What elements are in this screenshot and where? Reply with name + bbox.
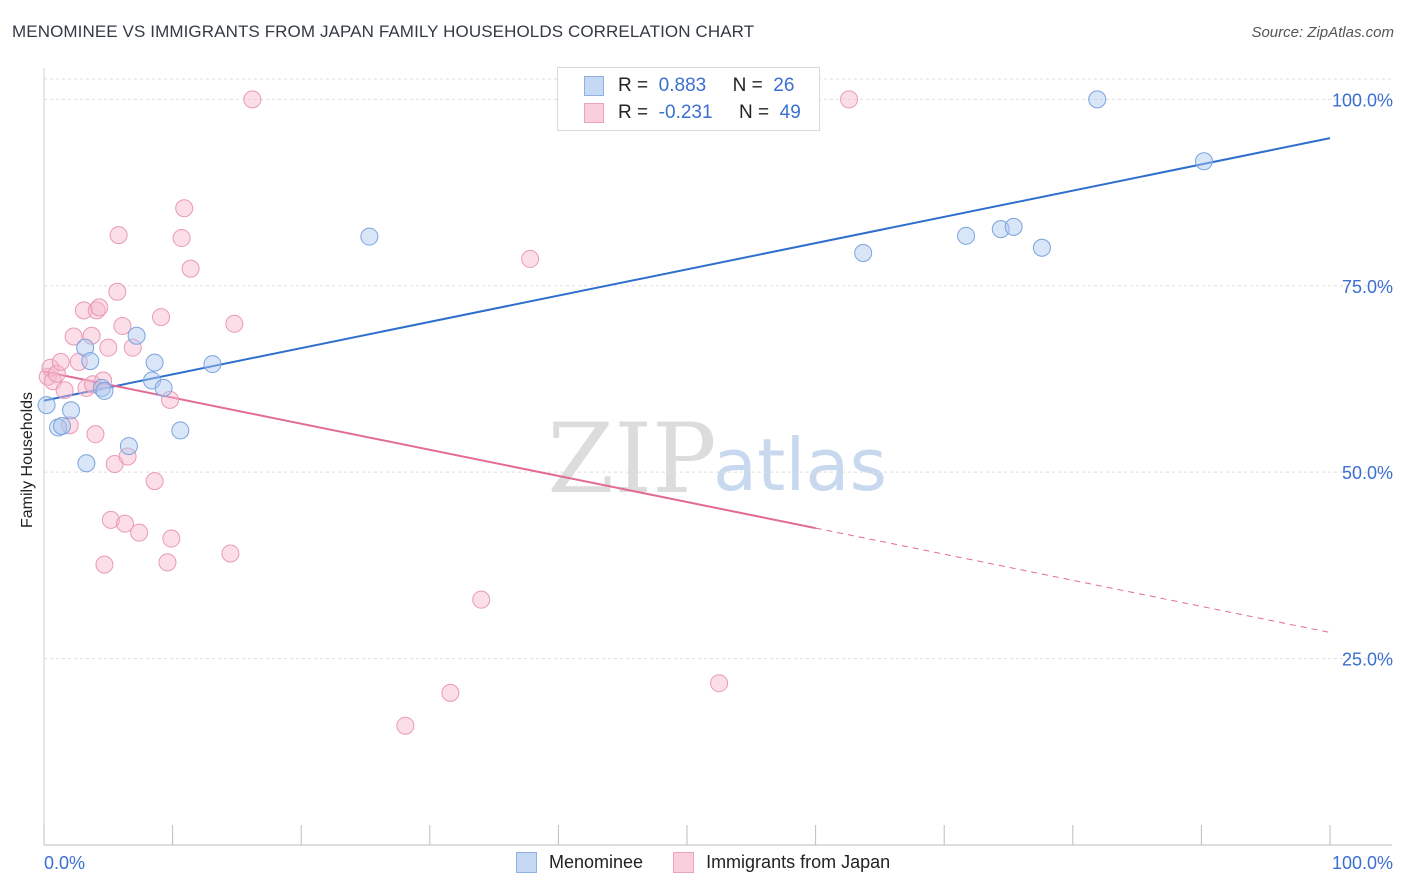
r-label: R = [618,75,649,96]
y-tick-label: 100.0% [1332,90,1393,110]
menominee-point [92,378,111,397]
japan-point [243,90,262,109]
japan-point [87,301,106,320]
series-legend: Menominee Immigrants from Japan [516,852,920,873]
menominee-point [360,227,379,246]
japan-point [840,90,859,109]
x-tick-label-max: 100.0% [1332,853,1393,873]
japan-point [74,301,93,320]
menominee-swatch [584,76,604,96]
menominee-point [127,326,146,345]
menominee-point [145,353,164,372]
menominee-point [119,437,138,456]
japan-swatch [584,103,604,123]
menominee-point [171,421,190,440]
japan-point [710,674,729,693]
japan-point [99,338,118,357]
japan-point [130,523,149,542]
japan-point [172,229,191,248]
menominee-point [1032,238,1051,257]
japan-point [51,352,70,371]
menominee-point [62,401,81,420]
japan-point [175,199,194,218]
menominee-point [854,243,873,262]
x-tick-label-min: 0.0% [44,853,85,873]
y-tick-label: 75.0% [1342,277,1393,297]
japan-point [83,375,102,394]
chart-title: MENOMINEE VS IMMIGRANTS FROM JAPAN FAMIL… [12,22,755,41]
japan-point [47,364,66,383]
n-label: N = [738,102,770,123]
japan-point [123,338,142,357]
japan-point [221,544,240,563]
menominee-point [1088,90,1107,109]
legend-label-menominee: Menominee [549,852,644,872]
japan-point [82,326,101,345]
trendline-menominee [43,137,1331,402]
menominee-point [1004,217,1023,236]
menominee-point [1194,152,1213,171]
japan-point [116,514,135,533]
japan-point [162,529,181,548]
n-value-japan: 49 [779,102,801,123]
japan-point [55,381,74,400]
menominee-legend-swatch [516,852,537,873]
japan-point [101,510,120,529]
japan-point [396,716,415,735]
n-label: N = [732,75,763,96]
watermark-atlas: atlas [713,423,887,507]
japan-point [152,308,171,327]
r-value-menominee: 0.883 [658,75,707,96]
menominee-point [37,396,56,415]
japan-point [225,314,244,333]
menominee-point [154,378,173,397]
japan-point [60,416,79,435]
source-label: Source: ZipAtlas.com [1251,24,1394,41]
japan-point [145,472,164,491]
japan-point [441,683,460,702]
japan-point [181,259,200,278]
japan-point [158,553,177,572]
correlation-legend: R = 0.883 N = 26 R = -0.231 N = 49 [557,67,820,131]
menominee-point [203,355,222,374]
trendline-japan-extension [815,527,1331,633]
menominee-point [81,352,100,371]
y-tick-label: 25.0% [1342,650,1393,670]
japan-point [108,282,127,301]
menominee-point [77,454,96,473]
japan-point [90,298,109,317]
japan-point [472,590,491,609]
trendline-japan [43,370,816,530]
y-tick-label: 50.0% [1342,463,1393,483]
japan-point [86,425,105,444]
watermark-zip: ZIP [547,403,716,515]
r-label: R = [618,102,649,123]
legend-item-japan: Immigrants from Japan [673,852,890,873]
japan-point [161,390,180,409]
r-value-japan: -0.231 [658,102,713,123]
japan-point [109,226,128,245]
legend-label-japan: Immigrants from Japan [706,852,891,872]
japan-point [64,327,83,346]
menominee-point [95,381,114,400]
japan-point [521,249,540,268]
menominee-point [957,226,976,245]
menominee-point [76,338,95,357]
legend-item-menominee: Menominee [516,852,643,873]
menominee-point [53,416,72,435]
japan-point [95,555,114,574]
n-value-menominee: 26 [773,75,795,96]
japan-point [113,317,132,336]
japan-legend-swatch [673,852,695,873]
